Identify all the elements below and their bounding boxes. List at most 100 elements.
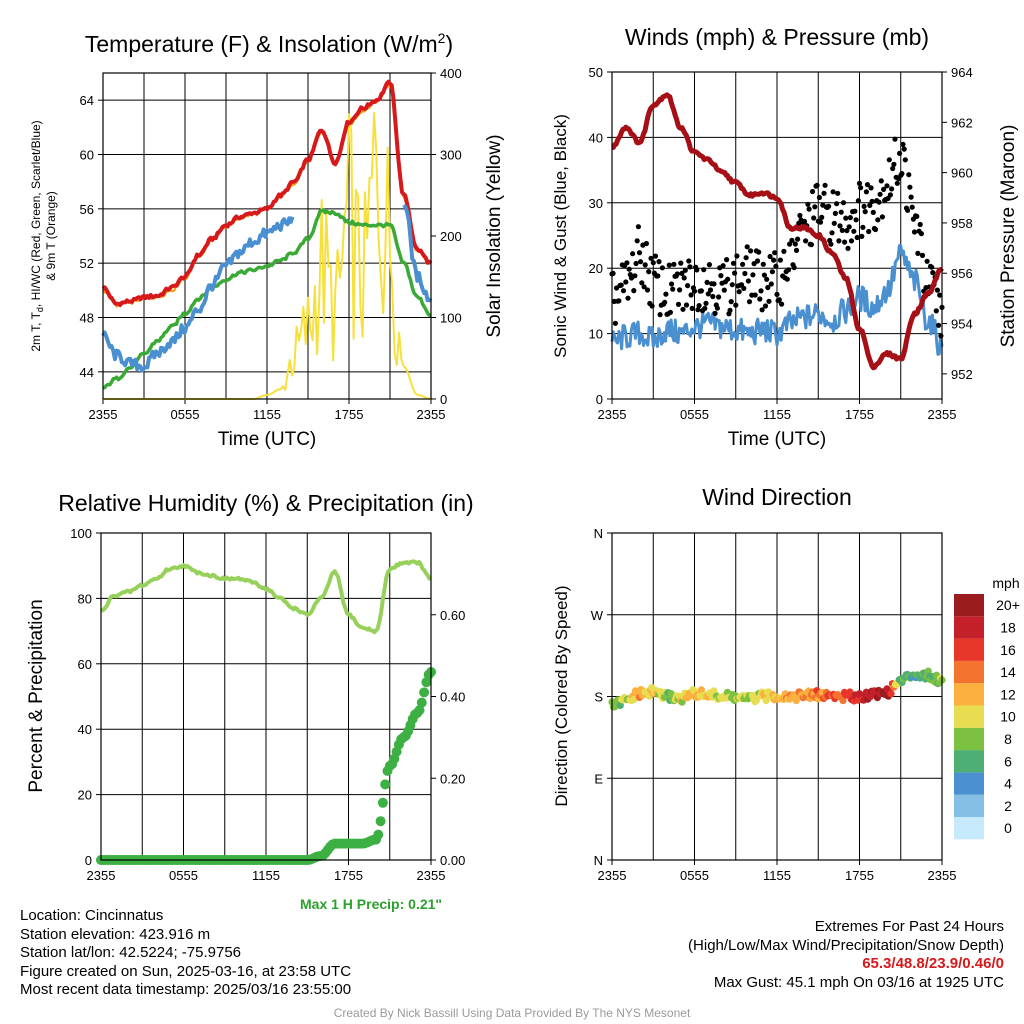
gust-point: [733, 302, 739, 308]
gust-point: [889, 186, 895, 192]
temp-y-tick-label: 60: [80, 148, 94, 163]
gust-point: [838, 209, 844, 215]
gust-point: [610, 270, 616, 276]
precip-y-tick-label: 0.00: [440, 853, 465, 868]
gust-point: [748, 248, 754, 254]
extremes-heading: Extremes For Past 24 Hours: [814, 918, 1004, 935]
gust-point: [764, 276, 770, 282]
wind-y-tick-label: 30: [589, 196, 603, 211]
gust-point: [787, 241, 793, 247]
legend-swatch: [954, 727, 984, 751]
direction-point: [846, 688, 854, 696]
gust-point: [837, 223, 843, 229]
max-precip-label: Max 1 H Precip: 0.21": [300, 896, 443, 912]
legend-label: 14: [1000, 664, 1016, 680]
gust-point: [762, 303, 769, 309]
gust-point: [648, 255, 654, 261]
solar-y-tick-label: 200: [440, 229, 462, 244]
series-windchill: [101, 203, 433, 373]
gust-point: [670, 286, 676, 292]
solar-y-tick-label: 300: [440, 148, 462, 163]
gust-point: [938, 333, 944, 339]
gust-point: [929, 264, 935, 270]
x-tick-label: 1755: [334, 868, 363, 883]
gust-point: [845, 245, 851, 251]
precip-point: [421, 677, 432, 688]
gust-point: [685, 283, 691, 289]
gust-point: [686, 258, 692, 264]
gust-point: [623, 279, 629, 285]
x-tick-label: 1155: [763, 868, 791, 883]
gust-point: [683, 302, 690, 308]
pressure-y-tick-label: 956: [951, 266, 973, 281]
gust-point: [687, 264, 693, 270]
gust-point: [834, 201, 840, 207]
precip-point: [375, 816, 386, 827]
temp-y-tick-label: 44: [80, 365, 94, 380]
series-rh: [99, 559, 432, 635]
gust-point: [769, 269, 776, 275]
gust-point: [806, 206, 812, 212]
gust-point: [906, 172, 912, 178]
x-tick-label: 2355: [417, 868, 446, 883]
gust-point: [901, 146, 907, 152]
temperature-xlabel: Time (UTC): [218, 429, 317, 450]
gust-point: [650, 260, 656, 266]
gust-point: [620, 288, 627, 294]
gust-point: [669, 281, 675, 287]
gust-point: [633, 260, 639, 267]
gust-point: [863, 189, 870, 195]
gust-point: [868, 185, 874, 191]
gust-point: [854, 234, 860, 241]
gust-point: [934, 287, 941, 293]
pressure-y-tick-label: 960: [951, 166, 973, 181]
direction-title: Wind Direction: [702, 484, 852, 510]
temp-y-tick-label: 64: [80, 93, 94, 108]
legend-swatch: [954, 750, 984, 773]
gust-point: [894, 180, 900, 186]
direction-point: [630, 695, 638, 704]
extremes-subheading: (High/Low/Max Wind/Precipitation/Snow De…: [688, 936, 1004, 954]
gust-point: [930, 270, 936, 276]
gust-point: [644, 287, 651, 293]
gust-point: [720, 263, 726, 269]
gust-point: [663, 291, 669, 297]
dir-y-tick-label: N: [594, 526, 603, 541]
plot-border: [100, 532, 432, 861]
gust-point: [743, 255, 749, 261]
gust-point: [703, 300, 709, 306]
gust-point: [937, 292, 943, 298]
gust-point: [718, 273, 724, 279]
gust-point: [869, 198, 875, 204]
gust-point: [767, 253, 773, 260]
legend-swatch: [954, 616, 984, 639]
gust-point: [859, 233, 865, 239]
gust-point: [881, 186, 887, 192]
series-sonic-wind: [610, 244, 944, 356]
legend-label: 12: [1000, 686, 1016, 702]
gust-point: [667, 309, 674, 315]
legend-label: 16: [1000, 642, 1016, 658]
gust-point: [721, 287, 727, 293]
temp-y-tick-label: 48: [80, 311, 94, 326]
gust-point: [917, 221, 923, 228]
gust-point: [892, 136, 898, 142]
gust-point: [812, 204, 818, 210]
gust-point: [864, 182, 871, 188]
gust-point: [899, 171, 905, 177]
gust-point: [666, 262, 672, 268]
gust-point: [842, 239, 848, 245]
gust-point: [907, 184, 913, 190]
gust-point: [740, 261, 746, 267]
gust-point: [730, 260, 737, 266]
x-tick-label: 2355: [417, 407, 446, 422]
winds-xlabel: Time (UTC): [728, 429, 827, 450]
gust-point: [657, 312, 663, 318]
temperature-ylabel-line1: 2m T, Td, HI/WC (Red, Green, Scarlet/Blu…: [29, 120, 45, 351]
gust-point: [727, 307, 733, 313]
gust-point: [879, 214, 886, 220]
legend-label: 4: [1004, 776, 1012, 792]
rh-y-tick-label: 60: [78, 657, 92, 672]
precip-y-tick-label: 0.20: [440, 771, 465, 786]
